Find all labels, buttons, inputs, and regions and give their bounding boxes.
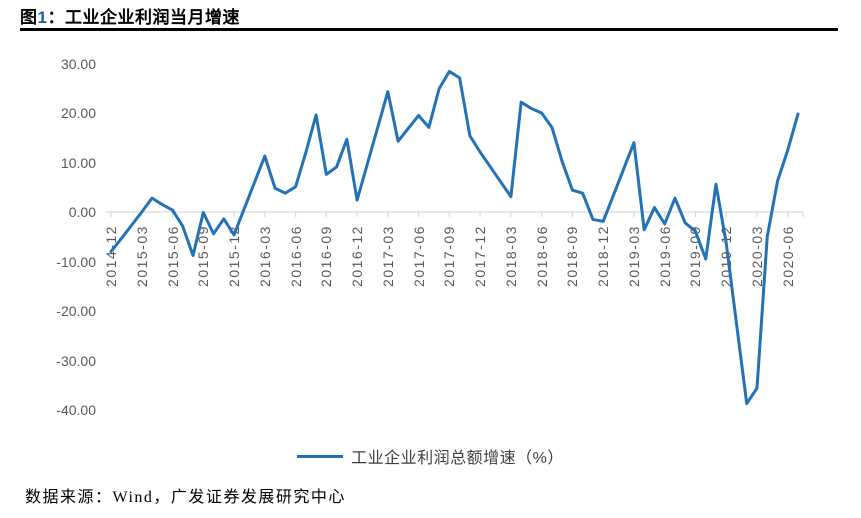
x-axis-tick-label: 2019-12 [718,225,735,287]
x-axis-tick-label: 2019-06 [656,225,673,287]
figure-number: 1 [37,8,48,27]
y-axis-tick-label: -10.00 [56,253,96,270]
y-axis-tick-label: 20.00 [60,105,96,121]
x-axis-tick-label: 2018-12 [595,225,612,287]
x-axis-tick-label: 2020-03 [748,225,765,287]
x-axis-tick-label: 2016-09 [318,225,335,287]
figure-label: 图 [20,8,38,27]
x-axis-tick-label: 2017-06 [410,225,427,287]
title-rule [20,28,838,31]
y-axis-tick-label: -20.00 [56,303,96,319]
x-axis-tick-label: 2016-03 [256,225,273,287]
x-axis-tick-label: 2015-06 [164,225,181,287]
figure-colon: ： [47,8,65,27]
x-axis-tick-label: 2019-09 [687,225,704,287]
x-axis-tick-label: 2018-06 [533,225,550,287]
x-axis-tick-label: 2018-03 [502,225,519,287]
x-axis-tick-label: 2016-06 [287,225,304,287]
y-axis-tick-label: 0.00 [68,204,96,220]
x-axis-tick-label: 2015-03 [133,225,150,287]
y-axis-tick-label: 10.00 [60,154,96,171]
x-axis-tick-label: 2017-12 [472,225,489,287]
axis-ticks [110,212,804,217]
x-axis-tick-label: 2015-12 [226,225,243,287]
x-axis-tick-label: 2017-09 [441,225,458,287]
legend-label: 工业企业利润总额增速（%） [351,450,564,467]
y-axis-tick-label: -40.00 [56,402,96,418]
x-axis-tick-label: 2019-03 [625,225,642,287]
x-axis-tick-label: 2017-03 [379,225,396,287]
x-axis-tick-label: 2020-06 [779,225,796,287]
x-axis-tick-label: 2014-12 [103,225,119,287]
figure-title: 图1：工业企业利润当月增速 [20,3,240,28]
legend: 工业企业利润总额增速（%） [0,445,861,467]
x-axis-tick-label: 2015-09 [195,225,212,287]
figure-title-text: 工业企业利润当月增速 [64,8,240,27]
x-axis-tick-label: 2016-12 [349,225,366,287]
x-axis-tick-label: 2018-09 [564,225,581,287]
y-axis-tick-label: -30.00 [56,352,96,369]
legend-line-swatch [297,454,344,458]
data-source: 数据来源：Wind，广发证券发展研究中心 [25,489,346,506]
y-axis-tick-label: 30.00 [60,55,96,72]
